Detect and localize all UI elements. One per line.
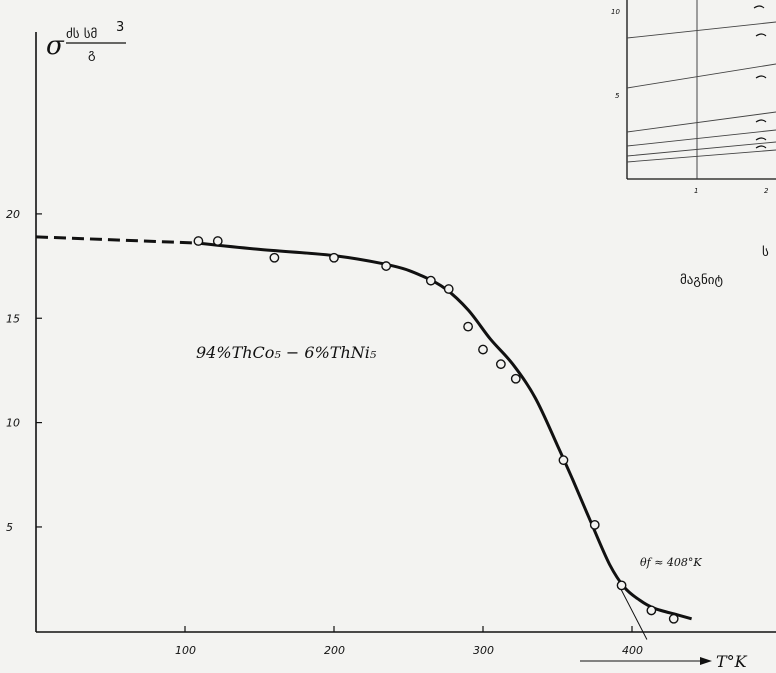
data-points-group — [193, 236, 679, 624]
composition-annotation: 94%ThCo₅ − 6%ThNi₅ — [196, 343, 377, 362]
data-point — [463, 321, 473, 332]
x-axis-ticks: 100 200 300 400 — [175, 626, 643, 657]
y-axis-unit-numerator: ძს სმ — [66, 27, 97, 42]
data-point — [589, 519, 600, 530]
x-tick-label: 200 — [324, 644, 345, 657]
y-axis-symbol: σ — [46, 31, 65, 61]
data-point — [443, 284, 454, 294]
x-axis-label: T°K — [716, 652, 748, 671]
inset-line — [626, 111, 776, 133]
curves-group — [35, 235, 693, 640]
inset-point-marks — [753, 5, 767, 149]
data-point — [668, 613, 679, 624]
x-axis-arrow-head — [700, 657, 712, 665]
x-tick-label: 400 — [622, 644, 643, 657]
inset-line — [626, 63, 776, 89]
inset-line — [626, 129, 776, 147]
inset-figure: 10 5 1 2 ს მაგნიტ — [611, 0, 776, 288]
inset-line — [626, 141, 776, 157]
data-point — [478, 344, 488, 355]
data-point — [269, 252, 280, 263]
inset-line — [626, 21, 776, 39]
x-axis-label-group: T°K — [580, 652, 748, 671]
data-point — [212, 236, 223, 246]
data-point — [193, 236, 204, 246]
data-point — [558, 455, 569, 466]
magnetization-curve — [198, 241, 693, 621]
y-axis-unit-denominator: გ — [88, 47, 96, 62]
inset-y-tick-label: 10 — [611, 8, 620, 16]
data-point — [425, 275, 436, 286]
y-tick-label: 10 — [6, 417, 20, 430]
inset-caption-text: მაგნიტ — [680, 273, 723, 288]
data-point — [616, 580, 627, 591]
x-tick-label: 300 — [473, 644, 494, 657]
y-axis-label: σ ძს სმ 3 გ — [46, 20, 126, 62]
data-point — [510, 373, 521, 384]
y-tick-label: 5 — [6, 521, 13, 534]
inset-caption-letter: ს — [762, 245, 769, 260]
curie-tangent-line — [619, 587, 648, 640]
inset-y-tick-label: 5 — [615, 92, 620, 100]
y-axis-unit-exponent: 3 — [116, 20, 124, 35]
data-point — [381, 261, 392, 271]
inset-x-tick-label: 1 — [694, 187, 698, 195]
x-tick-label: 100 — [175, 644, 196, 657]
y-axis-ticks: 5 10 15 20 — [6, 208, 42, 534]
y-tick-label: 15 — [6, 312, 20, 325]
inset-line — [626, 149, 776, 163]
curie-temperature-annotation: θf ≈ 408°K — [640, 556, 702, 569]
y-tick-label: 20 — [6, 208, 20, 221]
data-point — [329, 252, 339, 263]
extrapolation-dashed-line — [35, 235, 199, 245]
inset-x-tick-label: 2 — [764, 187, 769, 195]
data-point — [646, 605, 657, 616]
data-point — [495, 359, 506, 370]
